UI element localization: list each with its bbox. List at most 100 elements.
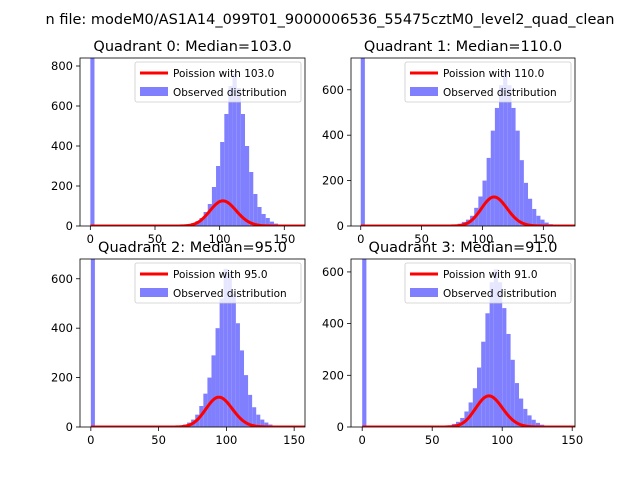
figure-suptitle: n file: modeM0/AS1A14_099T01_9000006536_… bbox=[46, 12, 615, 28]
histogram-bar bbox=[244, 375, 249, 427]
histogram-bar bbox=[252, 407, 257, 427]
histogram-bar bbox=[507, 85, 512, 226]
x-tick-label: 0 bbox=[87, 433, 94, 447]
y-tick-label: 200 bbox=[322, 174, 344, 188]
histogram-bar bbox=[502, 308, 507, 427]
x-tick-label: 150 bbox=[532, 232, 554, 246]
legend-label-poisson: Poission with 103.0 bbox=[173, 68, 274, 80]
histogram-bar bbox=[223, 268, 228, 427]
histogram-bar bbox=[245, 146, 250, 226]
histogram-bar bbox=[536, 215, 541, 226]
y-tick-label: 400 bbox=[322, 128, 344, 142]
legend: Poission with 91.0 Observed distribution bbox=[404, 262, 572, 304]
histogram-bar bbox=[503, 71, 508, 226]
histogram-bar bbox=[494, 107, 500, 226]
histogram-bar bbox=[535, 422, 540, 427]
y-tick-label: 400 bbox=[51, 321, 73, 335]
histogram-bar bbox=[236, 88, 241, 226]
histogram-bar bbox=[489, 282, 494, 427]
y-tick-label: 400 bbox=[322, 317, 344, 331]
x-tick-label: 100 bbox=[209, 232, 231, 246]
histogram-bar bbox=[481, 341, 486, 427]
histogram-bar bbox=[510, 359, 515, 427]
x-tick-label: 100 bbox=[491, 433, 513, 447]
histogram-bar bbox=[228, 86, 233, 226]
subplot-title: Quadrant 3: Median=91.0 bbox=[369, 240, 558, 256]
x-tick-label: 50 bbox=[148, 232, 163, 246]
histogram-bar bbox=[256, 414, 261, 427]
histogram-bar bbox=[199, 218, 204, 226]
histogram-bar bbox=[514, 383, 519, 427]
x-tick-label: 150 bbox=[283, 433, 305, 447]
legend-swatch-observed bbox=[410, 87, 438, 96]
subplot-3: 0 50 100 150 0 200 400 600 Quadrant 3: Median=91… bbox=[322, 240, 583, 447]
histogram-bar bbox=[219, 298, 224, 427]
histogram-bar bbox=[211, 355, 216, 427]
histogram-bar bbox=[515, 130, 520, 226]
legend-box bbox=[134, 262, 302, 304]
x-tick-label: 100 bbox=[472, 232, 494, 246]
histogram-bar bbox=[523, 182, 529, 226]
histogram-bar bbox=[220, 142, 225, 226]
histogram-bar bbox=[498, 282, 503, 427]
histogram-bar-zero bbox=[90, 259, 95, 427]
legend-label-observed: Observed distribution bbox=[443, 87, 557, 99]
histogram-bar bbox=[531, 419, 536, 427]
histogram-bar bbox=[227, 273, 232, 427]
histogram-bar-zero bbox=[90, 58, 95, 226]
histogram-bar bbox=[231, 293, 236, 427]
histogram-bar bbox=[216, 166, 221, 226]
histogram-bar bbox=[506, 333, 511, 427]
histogram-bar bbox=[239, 350, 245, 427]
subplot-title: Quadrant 2: Median=95.0 bbox=[98, 240, 287, 256]
x-tick-label: 0 bbox=[87, 232, 94, 246]
y-tick-label: 200 bbox=[322, 368, 344, 382]
histogram-bar bbox=[486, 157, 491, 226]
axes-frame bbox=[79, 57, 306, 227]
histogram-bar-zero bbox=[360, 58, 365, 226]
subplot-title: Quadrant 0: Median=103.0 bbox=[93, 39, 291, 55]
subplots: 0 50 100 150 0 200 400 600 800 Quadrant 0: Median… bbox=[51, 39, 583, 447]
x-tick-label: 150 bbox=[273, 232, 295, 246]
histogram-bar bbox=[253, 194, 258, 226]
histogram-bar bbox=[240, 114, 245, 226]
y-tick-label: 800 bbox=[51, 59, 73, 73]
x-tick-label: 0 bbox=[359, 433, 366, 447]
y-tick-label: 600 bbox=[51, 272, 73, 286]
histogram-bar bbox=[269, 221, 274, 226]
y-tick-label: 200 bbox=[51, 179, 73, 193]
histogram-bar bbox=[544, 222, 549, 226]
legend: Poission with 103.0 Observed distribution bbox=[134, 61, 302, 103]
y-tick-label: 0 bbox=[66, 219, 73, 233]
histogram-bar bbox=[532, 208, 537, 226]
histogram-bar bbox=[519, 398, 524, 427]
y-tick-label: 600 bbox=[322, 83, 344, 97]
y-tick-label: 0 bbox=[337, 420, 344, 434]
legend-swatch-observed bbox=[140, 87, 168, 96]
legend-label-observed: Observed distribution bbox=[173, 87, 287, 99]
legend: Poission with 110.0 Observed distribution bbox=[404, 61, 572, 103]
histogram-bar bbox=[493, 269, 498, 427]
legend-box bbox=[134, 61, 302, 103]
legend-swatch-observed bbox=[140, 288, 168, 297]
legend-swatch-observed bbox=[410, 288, 438, 297]
y-tick-label: 400 bbox=[51, 139, 73, 153]
histogram-bar bbox=[490, 130, 495, 226]
histogram-bar bbox=[477, 367, 482, 427]
histogram-bar bbox=[499, 85, 504, 226]
histogram-bar bbox=[527, 415, 532, 427]
histogram-bar bbox=[519, 160, 524, 226]
histogram-bar bbox=[540, 219, 545, 226]
histogram-bar bbox=[523, 408, 528, 427]
histogram-bar bbox=[215, 328, 220, 427]
histogram-bar bbox=[232, 74, 237, 226]
histogram-bar bbox=[257, 207, 262, 226]
legend: Poission with 95.0 Observed distribution bbox=[134, 262, 302, 304]
x-tick-label: 50 bbox=[414, 232, 429, 246]
y-tick-label: 600 bbox=[322, 265, 344, 279]
axes-frame bbox=[350, 258, 576, 428]
histogram-bar bbox=[207, 204, 212, 226]
x-tick-label: 100 bbox=[215, 433, 237, 447]
histogram-bar bbox=[248, 394, 253, 427]
